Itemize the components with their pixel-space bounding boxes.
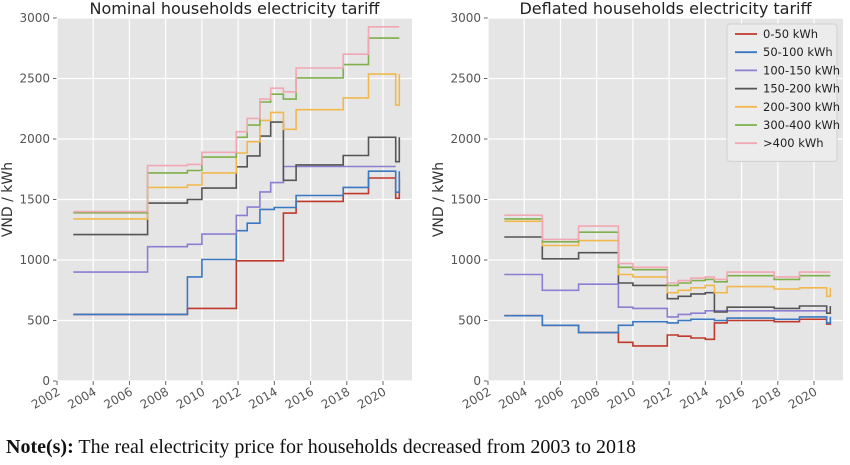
x-tick-label: 2006 [532, 384, 565, 411]
x-tick-label: 2010 [174, 384, 207, 411]
chart-panel-1: 0 500 1000 1500 2000 2500 3000 2002 2004 2006 2008… [0, 0, 412, 412]
x-tick-label: 2014 [246, 384, 279, 411]
x-tick-label: 2014 [677, 384, 710, 411]
y-tick-label: 1500 [19, 193, 50, 207]
y-tick-label: 500 [27, 314, 50, 328]
y-tick-label: 1000 [450, 253, 481, 267]
legend-label: 300-400 kWh [763, 118, 840, 132]
x-tick-label: 2018 [319, 384, 352, 411]
series-line-100-150-kwh [504, 273, 827, 318]
legend-box [726, 23, 838, 162]
y-tick-label: 500 [458, 314, 481, 328]
y-tick-label: 3000 [19, 11, 50, 25]
chart-title: Nominal households electricity tariff [90, 0, 381, 18]
series-line-400-kwh [73, 25, 400, 213]
series-line-200-300-kwh [73, 73, 401, 220]
x-tick-label: 2004 [496, 384, 529, 411]
legend-label: 200-300 kWh [763, 100, 840, 114]
series-line-400-kwh [504, 214, 831, 284]
figure-note: Note(s): The real electricity price for … [6, 436, 636, 459]
x-tick-label: 2002 [29, 384, 62, 411]
x-tick-label: 2010 [605, 384, 638, 411]
x-tick-label: 2002 [460, 384, 493, 411]
y-tick-label: 2500 [19, 72, 50, 86]
x-tick-label: 2008 [569, 384, 602, 411]
x-tick-label: 2004 [65, 384, 98, 411]
y-tick-label: 0 [473, 374, 481, 388]
y-tick-label: 2500 [450, 72, 481, 86]
series-line-50-100-kwh [73, 170, 401, 316]
y-tick-label: 1500 [450, 193, 481, 207]
chart-title: Deflated households electricity tariff [519, 0, 812, 18]
series-line-150-200-kwh [73, 121, 401, 236]
x-tick-label: 2020 [355, 384, 388, 411]
note-label: Note(s): [6, 436, 74, 458]
x-tick-label: 2006 [101, 384, 134, 411]
series-line-150-200-kwh [504, 236, 832, 315]
series-line-300-400-kwh [504, 218, 831, 287]
x-tick-label: 2012 [210, 384, 243, 411]
y-tick-label: 2000 [450, 132, 481, 146]
y-tick-label: 2000 [19, 132, 50, 146]
y-axis-label: VND / kWh [0, 162, 16, 237]
chart-panel-2: 0 500 1000 1500 2000 2500 3000 2002 2004 2006 2008… [431, 0, 843, 412]
x-tick-label: 2012 [641, 384, 674, 411]
legend-label: 150-200 kWh [763, 82, 840, 96]
y-axis-label: VND / kWh [431, 162, 447, 237]
legend-label: 50-100 kWh [763, 45, 833, 59]
x-tick-label: 2016 [283, 384, 316, 411]
legend-label: 0-50 kWh [763, 27, 818, 41]
y-tick-label: 3000 [450, 11, 481, 25]
series-line-50-100-kwh [504, 314, 832, 334]
series-line-100-150-kwh [73, 165, 396, 273]
y-tick-label: 0 [42, 374, 50, 388]
note-text: The real electricity price for household… [73, 436, 636, 458]
x-tick-label: 2018 [750, 384, 783, 411]
legend-label: 100-150 kWh [763, 63, 840, 77]
series-line-200-300-kwh [504, 220, 832, 298]
legend: 0-50 kWh 50-100 kWh 100-150 kWh 150-200 kWh… [726, 23, 840, 162]
y-tick-label: 1000 [19, 253, 50, 267]
legend-label: >400 kWh [763, 136, 824, 150]
x-tick-label: 2016 [714, 384, 747, 411]
x-tick-label: 2008 [138, 384, 171, 411]
x-tick-label: 2020 [786, 384, 819, 411]
